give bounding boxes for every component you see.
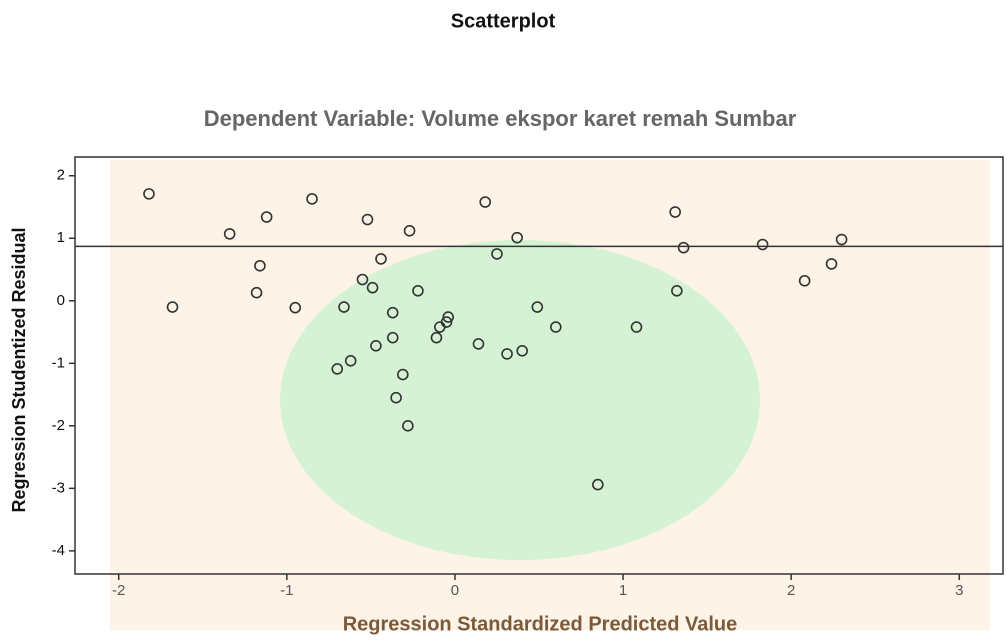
x-tick-label: 0 — [451, 582, 459, 599]
x-axis-label: Regression Standardized Predicted Value — [343, 613, 738, 635]
y-tick-label: -2 — [52, 417, 65, 434]
y-tick-label: 2 — [57, 167, 65, 184]
y-tick-label: 0 — [57, 292, 65, 309]
chart: Scatterplot Dependent Variable: Volume e… — [0, 0, 1007, 637]
y-tick-label: 1 — [57, 229, 65, 246]
y-tick-label: -1 — [52, 354, 65, 371]
x-tick-label: -2 — [112, 582, 125, 599]
chart-subtitle: Dependent Variable: Volume ekspor karet … — [204, 106, 797, 131]
x-tick-label: -1 — [280, 582, 293, 599]
y-tick-label: -3 — [52, 479, 65, 496]
chart-title: Scatterplot — [451, 10, 556, 32]
x-tick-label: 1 — [619, 582, 627, 599]
watermark-tree — [280, 240, 760, 560]
x-tick-label: 2 — [787, 582, 795, 599]
y-tick-label: -4 — [52, 542, 65, 559]
y-axis-label: Regression Studentized Residual — [9, 227, 29, 512]
x-tick-label: 3 — [955, 582, 963, 599]
page: Scatterplot Dependent Variable: Volume e… — [0, 0, 1007, 637]
